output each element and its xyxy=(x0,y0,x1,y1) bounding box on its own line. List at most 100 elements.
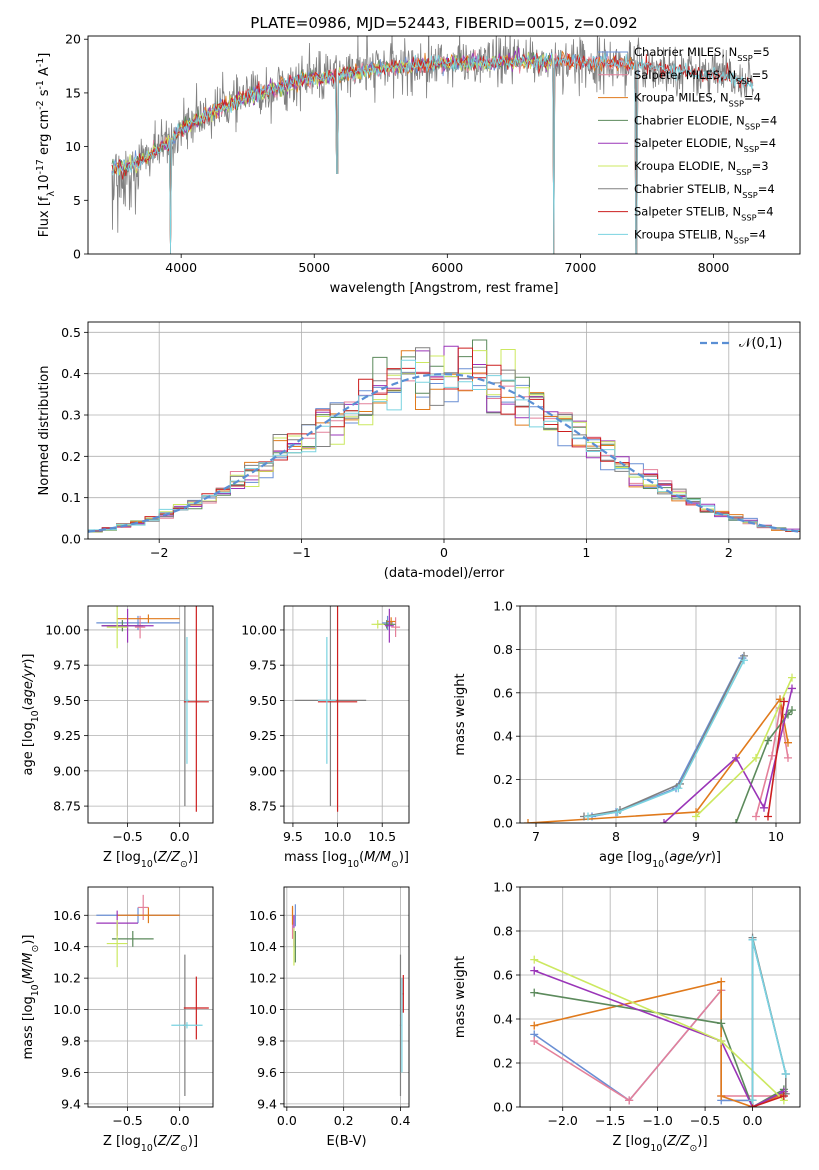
weight-line-salpeter-miles xyxy=(533,988,784,1102)
y-tick-label: 9.8 xyxy=(257,1034,277,1049)
x-tick-label: 0.0 xyxy=(170,829,190,844)
y-tick-label: 10.0 xyxy=(249,1002,277,1017)
x-tick-label: 1 xyxy=(582,545,590,560)
axes-frame xyxy=(283,886,410,1108)
weight-marker xyxy=(530,1021,539,1030)
x-tick-label: −1.0 xyxy=(642,1113,672,1128)
spectrum-line-salpeter-stelib xyxy=(111,52,754,254)
x-axis-label: Z [log10(Z/Z⊙)] xyxy=(103,1134,198,1154)
y-tick-label: 0.2 xyxy=(493,1056,513,1071)
weight-marker xyxy=(692,812,700,821)
axes-frame xyxy=(283,605,410,824)
weight-marker xyxy=(768,751,776,760)
y-tick-label: 9.75 xyxy=(249,658,277,673)
plot-area xyxy=(111,36,754,254)
plot-area xyxy=(524,651,796,823)
plot-area xyxy=(294,606,401,812)
y-tick-label: 9.00 xyxy=(53,763,81,778)
y-tick-label: 10.0 xyxy=(53,1002,81,1017)
y-tick-label: 9.25 xyxy=(53,728,81,743)
x-tick-label: −2 xyxy=(150,545,168,560)
y-axis-label: Flux [fλ10-17 erg cm-2 s-1 A-1] xyxy=(35,53,57,238)
y-axis-label: age [log10(age/yr)] xyxy=(21,653,41,775)
y-tick-label: 10.2 xyxy=(249,971,277,986)
x-tick-label: 7 xyxy=(532,829,540,844)
weight-line-chabrier-elodie xyxy=(534,991,785,1107)
y-tick-label: 9.6 xyxy=(257,1065,277,1080)
legend-label: Kroupa ELODIE, NSSP=3 xyxy=(634,159,769,177)
x-tick-label: 10 xyxy=(768,829,784,844)
x-axis-label: Z [log10(Z/Z⊙)] xyxy=(612,1134,707,1154)
legend-label: 𝒩(0,1) xyxy=(739,336,782,351)
grid xyxy=(88,606,213,823)
weight-marker xyxy=(584,812,592,821)
spectrum-line-kroupa-stelib xyxy=(111,52,754,254)
y-tick-label: 0.2 xyxy=(493,772,513,787)
panel-1: −2 −1 0 1 2 0.0 0.1 0.2 0.3 0.4 0.5 (data-model)/er… xyxy=(37,321,801,581)
y-tick-label: 1.0 xyxy=(493,599,513,614)
y-axis-label: mass weight xyxy=(453,956,468,1038)
x-tick-label: −0.5 xyxy=(112,1113,142,1128)
x-tick-label: 4000 xyxy=(165,260,197,275)
weight-line-chabrier-stelib xyxy=(583,655,745,818)
plot-area xyxy=(96,606,209,812)
x-tick-label: 0.2 xyxy=(334,1113,354,1128)
panel-0: 4000 5000 6000 7000 8000 0 5 10 15 20 wavelength [… xyxy=(35,14,801,296)
axes-frame xyxy=(87,886,214,1108)
weight-marker xyxy=(748,935,757,944)
weight-line-salpeter-elodie xyxy=(533,969,785,1107)
y-tick-label: 10.00 xyxy=(241,622,277,637)
y-tick-label: 0.6 xyxy=(493,968,513,983)
y-tick-label: 9.50 xyxy=(53,693,81,708)
y-tick-label: 10.2 xyxy=(53,971,81,986)
y-tick-label: 0.5 xyxy=(61,325,81,340)
x-tick-label: 10.0 xyxy=(324,829,352,844)
y-tick-label: 9.4 xyxy=(61,1096,81,1111)
x-tick-label: −1 xyxy=(292,545,310,560)
x-axis-label: wavelength [Angstrom, rest frame] xyxy=(330,281,559,296)
x-axis-label: Z [log10(Z/Z⊙)] xyxy=(103,850,198,870)
weight-line-kroupa-miles xyxy=(527,697,789,823)
legend: Chabrier MILES, NSSP=5 Salpeter MILES, NS… xyxy=(598,45,777,245)
x-tick-label: 9.5 xyxy=(283,829,303,844)
x-tick-label: 7000 xyxy=(565,260,597,275)
panel-7: −2.0 −1.5 −1.0 −0.5 0.0 0.0 0.2 0.4 0.6 0.8 1.0 Z [… xyxy=(453,880,801,1154)
normal-curve xyxy=(88,372,800,533)
x-axis-label: age [log10(age/yr)] xyxy=(599,850,721,870)
grid xyxy=(284,606,409,823)
y-tick-label: 10.00 xyxy=(45,622,81,637)
weight-marker xyxy=(788,706,796,715)
weight-marker xyxy=(764,812,772,821)
y-tick-label: 20 xyxy=(65,32,81,47)
y-tick-label: 10.4 xyxy=(249,939,277,954)
x-tick-label: 9 xyxy=(692,829,700,844)
axes-frame xyxy=(519,886,801,1108)
y-tick-label: 0.1 xyxy=(61,490,81,505)
x-axis-label: (data-model)/error xyxy=(384,566,505,581)
weight-line-kroupa-stelib xyxy=(587,659,745,818)
x-tick-label: −1.5 xyxy=(595,1113,625,1128)
weight-marker xyxy=(788,684,796,693)
weight-marker xyxy=(530,1037,539,1045)
weight-marker xyxy=(732,753,740,762)
y-tick-label: 9.8 xyxy=(61,1034,81,1049)
x-tick-label: 8 xyxy=(612,829,620,844)
plot-area xyxy=(96,894,209,1096)
panel-2: −0.5 0.0 8.75 9.00 9.25 9.50 9.75 10.00 Z [log10… xyxy=(21,605,214,870)
x-tick-label: −0.5 xyxy=(112,829,142,844)
y-tick-label: 0.4 xyxy=(61,366,81,381)
weight-line-chabrier-elodie xyxy=(735,709,793,823)
y-tick-label: 0.0 xyxy=(61,532,81,547)
y-tick-label: 0.0 xyxy=(493,1100,513,1115)
x-tick-label: 0.0 xyxy=(170,1113,190,1128)
legend-label: Chabrier STELIB, NSSP=4 xyxy=(634,182,775,200)
y-axis-label: Normed distribution xyxy=(37,366,52,496)
weight-marker xyxy=(717,977,726,986)
weight-marker xyxy=(779,1092,788,1100)
x-tick-label: 5000 xyxy=(298,260,330,275)
spectrum-line-salpeter-elodie xyxy=(111,47,555,254)
x-tick-label: 0.0 xyxy=(743,1113,763,1128)
panel-5: −0.5 0.0 9.4 9.6 9.8 10.0 10.2 10.4 10.6 Z [log10… xyxy=(21,886,214,1154)
axes-frame xyxy=(87,35,801,255)
weight-marker xyxy=(784,738,792,747)
